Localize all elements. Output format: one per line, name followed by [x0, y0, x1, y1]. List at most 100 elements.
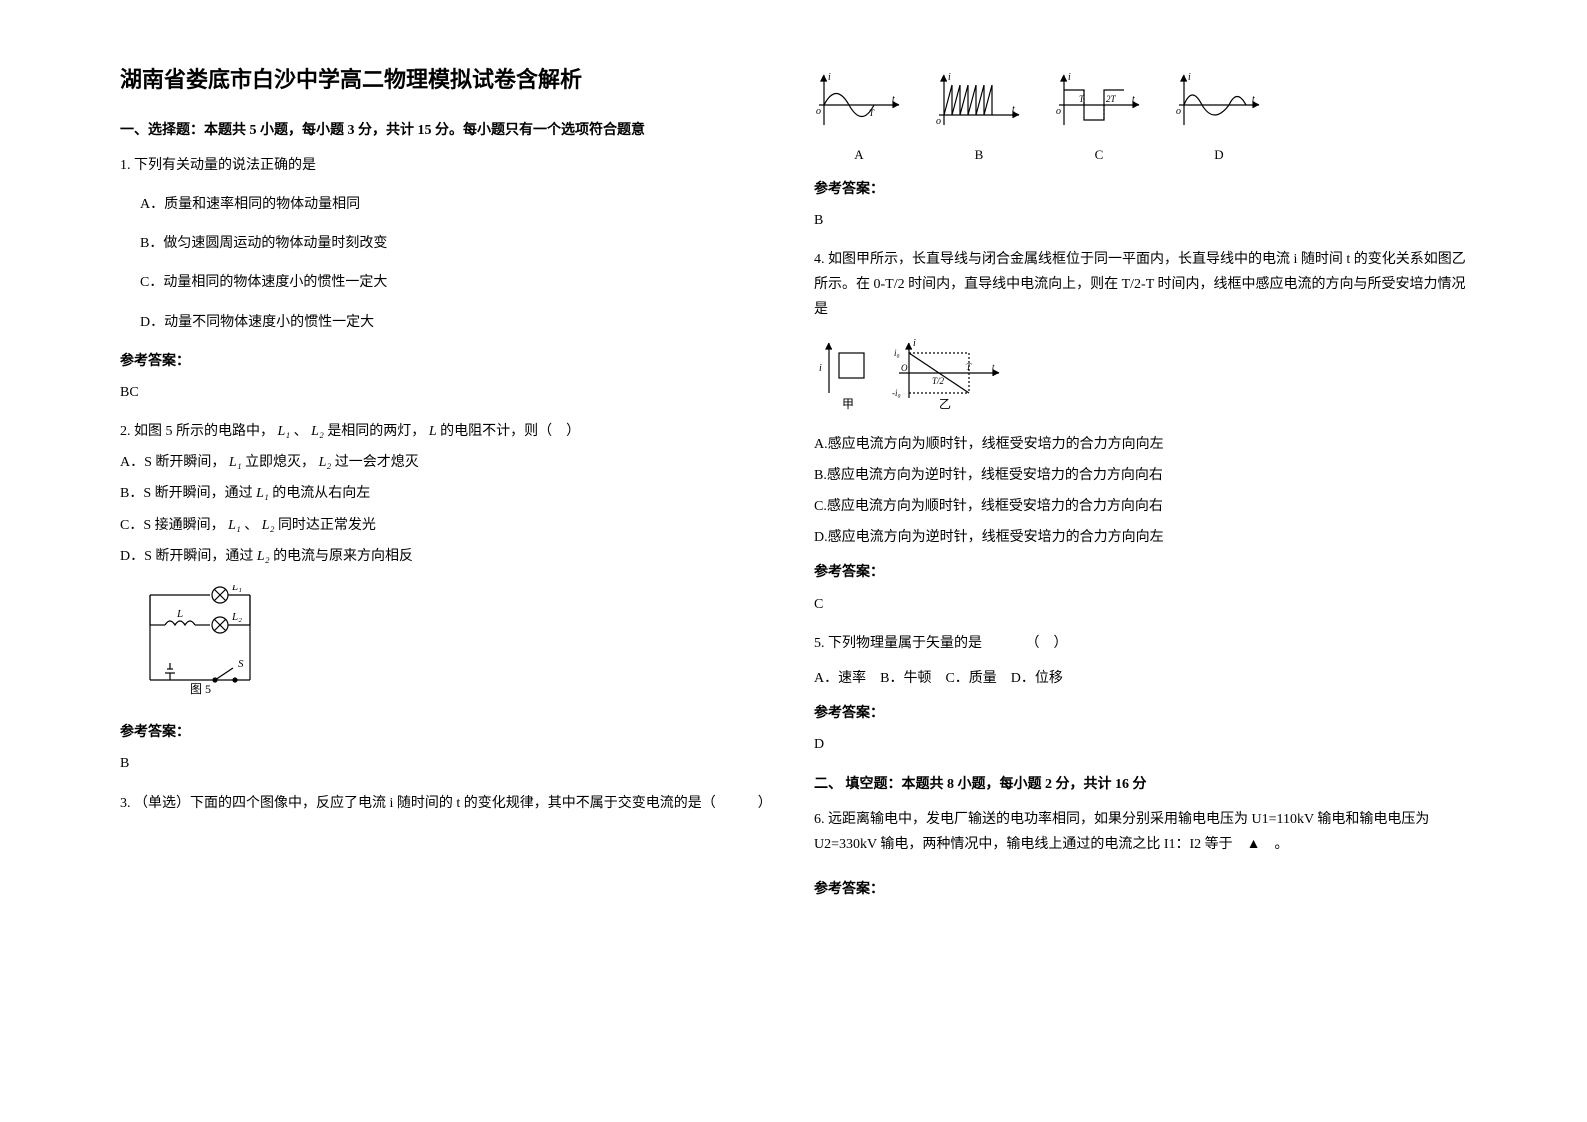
- q4-optB: B.感应电流方向为逆时针，线框受安培力的合力方向向右: [814, 463, 1467, 488]
- svg-text:S: S: [238, 658, 244, 670]
- q5-answer-label: 参考答案：: [814, 701, 1467, 726]
- q1-stem: 1. 下列有关动量的说法正确的是: [120, 153, 773, 178]
- graph-A: i o t T A: [814, 70, 904, 167]
- page-title: 湖南省娄底市白沙中学高二物理模拟试卷含解析: [120, 60, 773, 100]
- symbol-L2: L₂: [257, 549, 270, 564]
- q2-optC: C．S 接通瞬间， L₁ 、 L₂ 同时达正常发光: [120, 513, 773, 538]
- q6-answer-label: 参考答案：: [814, 877, 1467, 902]
- symbol-L: L: [429, 424, 437, 439]
- graph-D-svg: i o t: [1174, 70, 1264, 130]
- symbol-L2: L₂: [262, 518, 275, 533]
- q3-graphs: i o t T A i o t B: [814, 70, 1467, 167]
- left-column: 湖南省娄底市白沙中学高二物理模拟试卷含解析 一、选择题：本题共 5 小题，每小题…: [100, 60, 794, 1062]
- q4-diagram: i i i₀ -i₀ O T/2 T t 甲 乙: [814, 333, 1467, 422]
- symbol-L1: L₁: [278, 424, 291, 439]
- section1-header: 一、选择题：本题共 5 小题，每小题 3 分，共计 15 分。每小题只有一个选项…: [120, 118, 773, 143]
- q1-optD: D．动量不同物体速度小的惯性一定大: [140, 310, 773, 335]
- q2-optC-post: 同时达正常发光: [278, 518, 376, 533]
- label-T: T: [966, 362, 972, 372]
- circuit-svg: L₁ L L₂ S 图 5: [140, 585, 260, 695]
- q2-optD-pre: D．S 断开瞬间，通过: [120, 549, 257, 564]
- fig5-label: 图 5: [190, 682, 211, 695]
- q4-diag-right: 乙: [939, 397, 951, 411]
- axis-o: o: [936, 116, 941, 127]
- q2-optD-post: 的电流与原来方向相反: [273, 549, 413, 564]
- q2-optA: A．S 断开瞬间， L₁ 立即熄灭， L₂ 过一会才熄灭: [120, 450, 773, 475]
- q2-optB: B．S 断开瞬间，通过 L₁ 的电流从右向左: [120, 481, 773, 506]
- q2-stem: 2. 如图 5 所示的电路中， L₁ 、 L₂ 是相同的两灯， L 的电阻不计，…: [120, 419, 773, 444]
- q2-optC-mid: 、: [244, 518, 258, 533]
- q1-answer-label: 参考答案：: [120, 349, 773, 374]
- q4-svg: i i i₀ -i₀ O T/2 T t 甲 乙: [814, 333, 1014, 413]
- symbol-L1: L₁: [256, 486, 269, 501]
- label-L: L: [176, 608, 183, 620]
- axis-t: t: [1132, 94, 1135, 105]
- right-column: i o t T A i o t B: [794, 60, 1487, 1062]
- q3-answer: B: [814, 208, 1467, 233]
- axis-t: t: [1012, 104, 1015, 115]
- question-6: 6. 远距离输电中，发电厂输送的电功率相同，如果分别采用输电电压为 U1=110…: [814, 807, 1467, 857]
- label-2T: 2T: [1106, 94, 1117, 104]
- graph-B-svg: i o t: [934, 70, 1024, 130]
- q1-optA: A．质量和速率相同的物体动量相同: [140, 192, 773, 217]
- label-T2: T/2: [932, 376, 945, 386]
- question-1: 1. 下列有关动量的说法正确的是 A．质量和速率相同的物体动量相同 B．做匀速圆…: [120, 153, 773, 335]
- q2-optB-post: 的电流从右向左: [272, 486, 370, 501]
- q4-optC: C.感应电流方向为顺时针，线框受安培力的合力方向向右: [814, 494, 1467, 519]
- graph-D-label: D: [1174, 143, 1264, 166]
- graph-D: i o t D: [1174, 70, 1264, 167]
- question-2: 2. 如图 5 所示的电路中， L₁ 、 L₂ 是相同的两灯， L 的电阻不计，…: [120, 419, 773, 569]
- q5-paren: （ ）: [1026, 636, 1068, 651]
- q3-stem: 3. （单选）下面的四个图像中，反应了电流 i 随时间的 t 的变化规律，其中不…: [120, 796, 772, 811]
- q2-optB-pre: B．S 断开瞬间，通过: [120, 486, 256, 501]
- q2-stem-mid1: 、: [294, 424, 308, 439]
- graph-A-svg: i o t T: [814, 70, 904, 130]
- axis-i: i: [948, 72, 951, 83]
- axis-i: i: [828, 72, 831, 83]
- question-4: 4. 如图甲所示，长直导线与闭合金属线框位于同一平面内，长直导线中的电流 i 随…: [814, 247, 1467, 323]
- q1-answer: BC: [120, 380, 773, 405]
- svg-text:O: O: [901, 363, 908, 373]
- axis-i: i: [1188, 72, 1191, 83]
- q1-optC: C．动量相同的物体速度小的惯性一定大: [140, 270, 773, 295]
- graph-C-label: C: [1054, 143, 1144, 166]
- axis-t: t: [892, 94, 895, 105]
- q2-optA-mid: 立即熄灭，: [245, 455, 315, 470]
- q2-optA-pre: A．S 断开瞬间，: [120, 455, 225, 470]
- q5-answer: D: [814, 732, 1467, 757]
- q2-stem-pre: 2. 如图 5 所示的电路中，: [120, 424, 274, 439]
- graph-B: i o t B: [934, 70, 1024, 167]
- q2-optD: D．S 断开瞬间，通过 L₂ 的电流与原来方向相反: [120, 544, 773, 569]
- axis-t: t: [1252, 94, 1255, 105]
- symbol-L2: L₂: [311, 424, 324, 439]
- q2-answer: B: [120, 751, 773, 776]
- q5-stem: 5. 下列物理量属于矢量的是: [814, 636, 982, 651]
- q2-optA-post: 过一会才熄灭: [335, 455, 419, 470]
- q4-answer: C: [814, 592, 1467, 617]
- symbol-L2: L₂: [319, 455, 332, 470]
- axis-i: i: [913, 338, 916, 349]
- label-T: T: [869, 108, 875, 118]
- circuit-figure-5: L₁ L L₂ S 图 5: [140, 585, 773, 704]
- q4-stem: 4. 如图甲所示，长直导线与闭合金属线框位于同一平面内，长直导线中的电流 i 随…: [814, 252, 1466, 317]
- symbol-L1: L₁: [228, 518, 241, 533]
- q4-answer-label: 参考答案：: [814, 560, 1467, 585]
- q1-optB: B．做匀速圆周运动的物体动量时刻改变: [140, 231, 773, 256]
- svg-text:i: i: [819, 363, 822, 374]
- label-L2: L₂: [231, 611, 242, 623]
- axis-o: o: [1056, 106, 1061, 117]
- label-i0: i₀: [894, 348, 900, 358]
- graph-C: i o t T 2T C: [1054, 70, 1144, 167]
- label-ni0: -i₀: [892, 388, 901, 398]
- q2-stem-mid2: 是相同的两灯，: [327, 424, 425, 439]
- axis-o: o: [1176, 106, 1181, 117]
- q2-optC-pre: C．S 接通瞬间，: [120, 518, 225, 533]
- label-L1: L₁: [231, 585, 242, 593]
- q2-answer-label: 参考答案：: [120, 720, 773, 745]
- question-3: 3. （单选）下面的四个图像中，反应了电流 i 随时间的 t 的变化规律，其中不…: [120, 791, 773, 816]
- symbol-L1: L₁: [229, 455, 242, 470]
- q5-opts: A．速率 B．牛顿 C．质量 D．位移: [814, 666, 1467, 691]
- q6-stem: 6. 远距离输电中，发电厂输送的电功率相同，如果分别采用输电电压为 U1=110…: [814, 812, 1429, 852]
- axis-o: o: [816, 106, 821, 117]
- axis-i: i: [1068, 72, 1071, 83]
